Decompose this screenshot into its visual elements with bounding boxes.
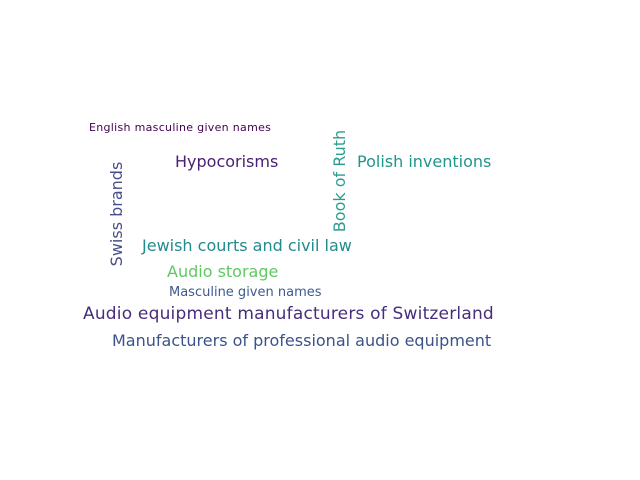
- word-jewish-courts-and-civil-law: Jewish courts and civil law: [142, 236, 352, 255]
- word-audio-equipment-manufacturers-of-switzerland: Audio equipment manufacturers of Switzer…: [83, 304, 494, 324]
- word-english-masculine-given-names: English masculine given names: [89, 121, 272, 134]
- word-swiss-brands: Swiss brands: [107, 161, 126, 267]
- word-manufacturers-of-professional-audio-equipment: Manufacturers of professional audio equi…: [112, 331, 492, 350]
- word-masculine-given-names: Masculine given names: [169, 285, 322, 300]
- word-book-of-ruth: Book of Ruth: [330, 129, 349, 233]
- word-polish-inventions: Polish inventions: [357, 152, 492, 171]
- word-hypocorisms: Hypocorisms: [175, 152, 279, 171]
- word-audio-storage: Audio storage: [167, 262, 279, 281]
